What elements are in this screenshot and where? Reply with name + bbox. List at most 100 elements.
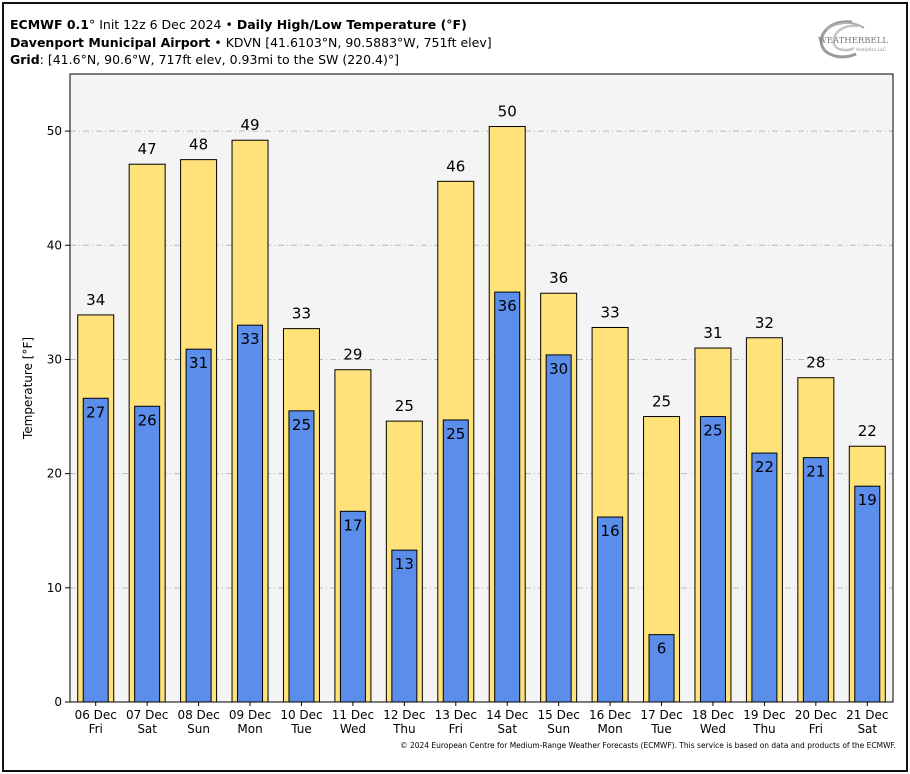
high-temp-label: 49 [240,116,259,134]
high-temp-label: 34 [86,291,105,309]
logo-subtext: Analytics LLC [856,47,886,53]
low-temp-label: 33 [240,330,259,348]
low-temp-label: 17 [343,516,362,534]
model-name: ECMWF 0.1 [10,17,89,32]
low-temp-label: 19 [858,491,877,509]
y-axis-label: Temperature [°F] [21,337,35,440]
low-temp-bar [598,517,623,702]
x-tick-weekday: Tue [290,722,312,736]
low-temp-bar [135,406,160,702]
logo-text: WEATHERBELL [818,36,888,46]
x-tick-weekday: Thu [392,722,416,736]
y-axis-ticks: 0 10 20 30 40 50 [47,124,70,709]
low-temp-bar [289,411,314,702]
y-tick-label: 10 [47,581,62,595]
x-tick-date: 17 Dec [640,708,682,722]
low-temp-label: 13 [395,555,414,573]
x-tick-weekday: Mon [597,722,622,736]
low-temp-bar [443,420,468,702]
x-tick-weekday: Sun [187,722,210,736]
high-temp-label: 36 [549,269,568,287]
bullet-separator: • [210,35,225,50]
temperature-chart: 34 47 48 49 33 29 25 46 50 36 33 25 31 32 28 22 27 26 31 3… [4,4,906,770]
low-temp-label: 22 [755,458,774,476]
high-temp-label: 46 [446,157,465,175]
high-temp-label: 25 [395,397,414,415]
high-temp-label: 50 [498,103,517,121]
high-temp-label: 32 [755,314,774,332]
x-tick-date: 15 Dec [538,708,580,722]
y-tick-label: 40 [47,238,62,252]
grid-info: : [41.6°N, 90.6°W, 717ft elev, 0.93mi to… [40,52,399,67]
x-tick-weekday: Wed [700,722,726,736]
high-temp-label: 29 [343,346,362,364]
low-temp-bar [546,355,571,702]
low-temp-label: 25 [446,425,465,443]
station-name: Davenport Municipal Airport [10,35,210,50]
x-tick-weekday: Sat [857,722,877,736]
grid-label: Grid [10,52,40,67]
x-tick-weekday: Mon [237,722,262,736]
high-temp-label: 33 [292,305,311,323]
header-line-1: ECMWF 0.1° Init 12z 6 Dec 2024 • Daily H… [10,17,467,32]
low-temp-bar [186,349,211,702]
x-tick-date: 09 Dec [229,708,271,722]
x-tick-date: 06 Dec [75,708,117,722]
x-tick-weekday: Sun [547,722,570,736]
low-temp-bar [803,458,828,702]
x-tick-date: 07 Dec [126,708,168,722]
x-tick-date: 16 Dec [589,708,631,722]
x-tick-weekday: Wed [340,722,366,736]
init-time: Init 12z 6 Dec 2024 [95,17,221,32]
x-tick-weekday: Sat [137,722,157,736]
low-temp-label: 21 [806,463,825,481]
low-temp-bar [700,417,725,702]
header-line-3: Grid: [41.6°N, 90.6°W, 717ft elev, 0.93m… [10,52,399,67]
low-temp-bar [752,453,777,702]
low-temp-bar [855,486,880,702]
x-tick-date: 18 Dec [692,708,734,722]
high-temp-label: 28 [806,354,825,372]
y-tick-label: 20 [47,467,62,481]
x-tick-date: 10 Dec [280,708,322,722]
station-info: KDVN [41.6103°N, 90.5883°W, 751ft elev] [226,35,492,50]
low-temp-bar [238,325,263,702]
high-temp-label: 31 [703,324,722,342]
low-temp-label: 16 [601,522,620,540]
x-tick-date: 12 Dec [383,708,425,722]
x-tick-weekday: Fri [809,722,823,736]
x-tick-date: 21 Dec [846,708,888,722]
x-tick-weekday: Fri [449,722,463,736]
x-tick-date: 08 Dec [177,708,219,722]
low-temp-label: 25 [292,416,311,434]
x-tick-weekday: Sat [497,722,517,736]
low-temp-label: 36 [498,297,517,315]
high-temp-label: 25 [652,393,671,411]
low-temp-label: 31 [189,354,208,372]
x-tick-date: 14 Dec [486,708,528,722]
low-temp-bar [83,398,108,702]
high-temp-label: 47 [138,140,157,158]
x-tick-weekday: Thu [752,722,776,736]
low-temp-label: 27 [86,403,105,421]
x-tick-date: 20 Dec [795,708,837,722]
y-tick-label: 50 [47,124,62,138]
product-title: Daily High/Low Temperature (°F) [237,17,467,32]
low-temp-label: 6 [657,640,667,658]
x-tick-weekday: Fri [89,722,103,736]
low-temp-label: 26 [138,411,157,429]
low-temp-label: 25 [703,422,722,440]
weatherbell-swirl-logo-icon: WEATHERBELL Analytics LLC [812,16,894,62]
x-tick-weekday: Tue [650,722,672,736]
bullet-separator: • [222,17,237,32]
x-tick-date: 19 Dec [743,708,785,722]
header-line-2: Davenport Municipal Airport • KDVN [41.6… [10,35,492,50]
high-temp-label: 22 [858,422,877,440]
x-tick-date: 13 Dec [435,708,477,722]
x-tick-date: 11 Dec [332,708,374,722]
low-temp-bar [340,511,365,702]
high-temp-label: 48 [189,136,208,154]
y-tick-label: 0 [54,695,62,709]
copyright-notice: © 2024 European Centre for Medium-Range … [400,741,896,750]
y-tick-label: 30 [47,352,62,366]
